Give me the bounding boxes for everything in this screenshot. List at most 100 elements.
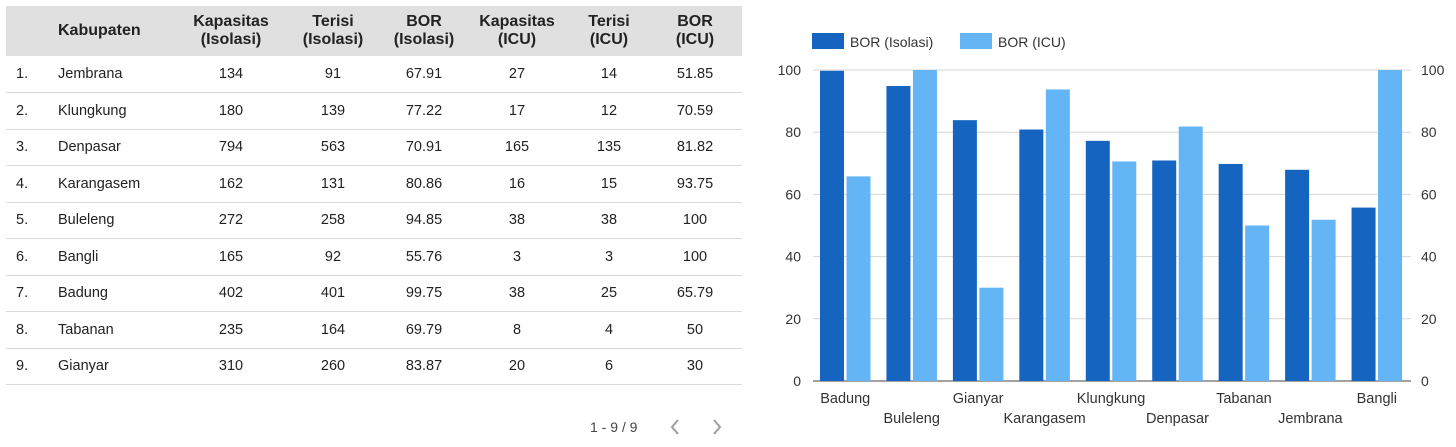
cell-kapasitas-isolasi: 134 xyxy=(218,66,244,82)
pagination-range: 1 - 9 / 9 xyxy=(590,419,638,435)
x-tick-label: Buleleng xyxy=(883,411,939,427)
bar-icu xyxy=(979,287,1004,381)
table-row: 3. Denpasar 794 563 70.91 165 135 81.82 xyxy=(6,129,742,166)
cell-terisi-icu: 38 xyxy=(600,212,618,229)
y-tick-label-left: 80 xyxy=(785,124,801,140)
cell-kapasitas-isolasi: 162 xyxy=(218,175,244,192)
chevron-right-icon[interactable] xyxy=(707,416,727,438)
cell-terisi-icu: 12 xyxy=(600,102,618,119)
cell-terisi-icu: 25 xyxy=(600,285,618,302)
cell-bor-isolasi: 80.86 xyxy=(405,175,443,192)
y-tick-label-left: 0 xyxy=(793,373,801,389)
table-row: 6. Bangli 165 92 55.76 3 3 100 xyxy=(6,239,742,275)
table-row: 8. Tabanan 235 164 69.79 8 4 50 xyxy=(6,312,742,348)
cell-kapasitas-icu: 17 xyxy=(508,102,526,119)
table-row: 5. Buleleng 272 258 94.85 38 38 100 xyxy=(6,202,742,239)
cell-terisi-isolasi: 164 xyxy=(320,321,346,338)
cell-kapasitas-isolasi: 272 xyxy=(218,212,244,229)
cell-terisi-icu: 135 xyxy=(596,139,622,156)
y-tick-label-right: 60 xyxy=(1421,186,1437,202)
cell-terisi-isolasi: 91 xyxy=(324,66,342,82)
legend-swatch xyxy=(812,33,844,49)
y-tick-label-right: 80 xyxy=(1421,124,1437,140)
cell-bor-icu: 100 xyxy=(682,248,708,265)
bar-isolasi xyxy=(1019,129,1044,381)
legend-swatch xyxy=(960,33,992,49)
row-index: 4. xyxy=(16,175,29,192)
bar-icu xyxy=(1245,225,1270,381)
table-row: 2. Klungkung 180 139 77.22 17 12 70.59 xyxy=(6,93,742,129)
pagination: 1 - 9 / 9 xyxy=(590,416,749,438)
x-tick-label: Gianyar xyxy=(953,391,1004,407)
cell-kapasitas-isolasi: 235 xyxy=(218,321,244,338)
cell-kapasitas-icu: 165 xyxy=(504,139,530,156)
bor-chart: 0 0 20 20 40 40 60 60 80 80 100 100 Badung Buleleng Gi… xyxy=(760,0,1456,447)
y-tick-label-left: 100 xyxy=(778,62,802,78)
table-header-row: Kabupaten Kapasitas (Isolasi) Terisi (Isol… xyxy=(6,6,742,56)
bar-isolasi xyxy=(1152,160,1177,381)
bar-isolasi xyxy=(1085,140,1110,381)
cell-terisi-icu: 3 xyxy=(604,248,614,265)
y-tick-label-right: 0 xyxy=(1421,373,1429,389)
header-kapasitas-isolasi[interactable]: Kapasitas (Isolasi) xyxy=(193,13,269,48)
cell-kabupaten: Jembrana xyxy=(58,66,123,82)
cell-kapasitas-icu: 38 xyxy=(508,285,526,302)
cell-terisi-isolasi: 258 xyxy=(320,212,346,229)
cell-bor-icu: 81.82 xyxy=(676,139,714,156)
bar-isolasi xyxy=(820,70,844,381)
cell-bor-icu: 30 xyxy=(686,358,704,375)
cell-kapasitas-icu: 8 xyxy=(512,321,522,338)
bar-isolasi xyxy=(1285,169,1310,381)
row-index: 8. xyxy=(16,321,29,338)
cell-bor-icu: 65.79 xyxy=(676,285,714,302)
cell-bor-icu: 70.59 xyxy=(676,102,714,119)
bar-icu xyxy=(1045,89,1070,381)
x-tick-label: Denpasar xyxy=(1146,411,1209,427)
table-row: 7. Badung 402 401 99.75 38 25 65.79 xyxy=(6,275,742,312)
cell-terisi-icu: 6 xyxy=(604,358,614,375)
header-bor-icu[interactable]: BOR (ICU) xyxy=(675,13,715,48)
cell-kabupaten: Bangli xyxy=(58,248,99,265)
row-index: 3. xyxy=(16,139,29,156)
cell-kabupaten: Denpasar xyxy=(58,139,121,156)
cell-kapasitas-icu: 38 xyxy=(508,212,526,229)
cell-kapasitas-icu: 20 xyxy=(508,358,526,375)
header-terisi-isolasi[interactable]: Terisi (Isolasi) xyxy=(302,13,364,48)
header-terisi-icu[interactable]: Terisi (ICU) xyxy=(588,13,630,48)
bar-isolasi xyxy=(886,86,911,381)
cell-kapasitas-isolasi: 794 xyxy=(218,139,244,156)
header-kabupaten[interactable]: Kabupaten xyxy=(58,22,141,39)
cell-bor-icu: 93.75 xyxy=(676,175,714,192)
cell-kabupaten: Klungkung xyxy=(58,102,127,119)
bar-icu xyxy=(1112,161,1137,381)
cell-terisi-isolasi: 92 xyxy=(324,248,342,265)
y-tick-label-right: 100 xyxy=(1421,62,1445,78)
legend-label: BOR (ICU) xyxy=(998,34,1066,50)
row-index: 5. xyxy=(16,212,29,229)
data-table-panel: Kabupaten Kapasitas (Isolasi) Terisi (Isol… xyxy=(6,6,742,385)
cell-kapasitas-icu: 27 xyxy=(508,66,526,82)
chevron-left-icon[interactable] xyxy=(665,416,685,438)
cell-bor-isolasi: 70.91 xyxy=(405,139,443,156)
cell-kapasitas-isolasi: 165 xyxy=(218,248,244,265)
cell-terisi-icu: 15 xyxy=(600,175,618,192)
legend-label: BOR (Isolasi) xyxy=(850,34,933,50)
y-tick-label-right: 20 xyxy=(1421,311,1437,327)
header-index xyxy=(6,6,50,56)
bar-isolasi xyxy=(1351,207,1376,381)
row-index: 2. xyxy=(16,102,29,119)
y-tick-label-left: 20 xyxy=(785,311,801,327)
cell-terisi-isolasi: 131 xyxy=(320,175,346,192)
cell-bor-icu: 50 xyxy=(686,321,704,338)
row-index: 9. xyxy=(16,358,29,375)
row-index: 1. xyxy=(16,66,29,82)
cell-bor-isolasi: 83.87 xyxy=(405,358,443,375)
header-kapasitas-icu[interactable]: Kapasitas (ICU) xyxy=(479,13,555,48)
table-row: 9. Gianyar 310 260 83.87 20 6 30 xyxy=(6,348,742,385)
cell-kapasitas-isolasi: 310 xyxy=(218,358,244,375)
cell-kabupaten: Gianyar xyxy=(58,358,109,375)
x-tick-label: Bangli xyxy=(1357,391,1397,407)
y-tick-label-left: 40 xyxy=(785,249,801,265)
header-bor-isolasi[interactable]: BOR (Isolasi) xyxy=(393,13,455,48)
cell-bor-isolasi: 55.76 xyxy=(405,248,443,265)
